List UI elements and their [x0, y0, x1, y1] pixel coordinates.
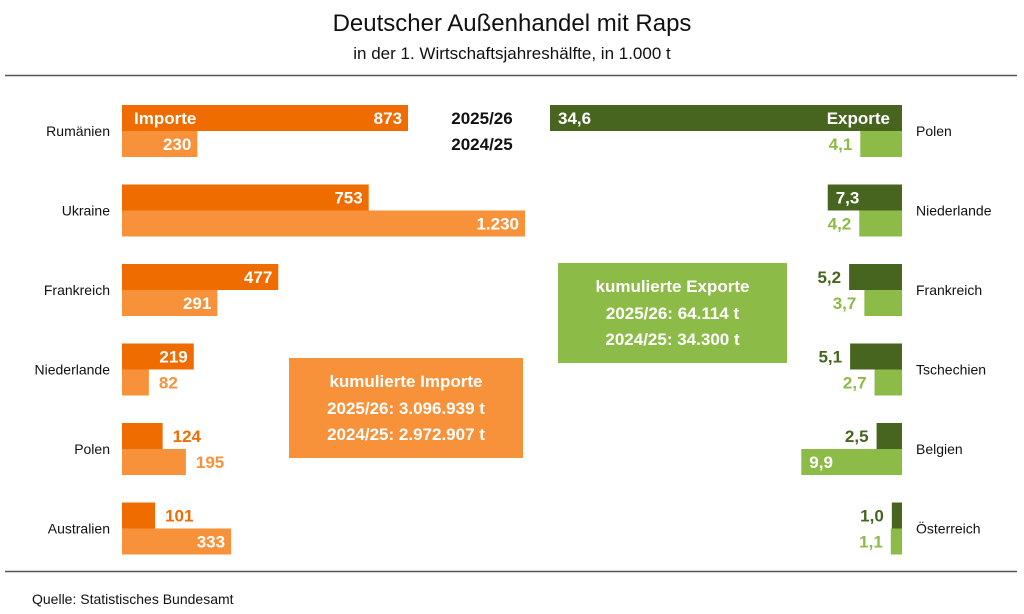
import-country-frankreich: Frankreich — [44, 282, 110, 298]
export-bar-2024-25 — [859, 210, 902, 237]
cumulative-exports-title: kumulierte Exporte — [596, 277, 750, 296]
import-bar-2025-26 — [122, 184, 369, 211]
export-bar-2025-26 — [849, 264, 902, 290]
import-value-label: 1.230 — [476, 215, 519, 234]
export-bar-2024-25 — [890, 528, 902, 555]
export-value-label: 4,1 — [829, 135, 853, 154]
export-bar-2025-26 — [876, 423, 902, 449]
import-value-label: 477 — [244, 268, 272, 287]
legend-year-previous: 2024/25 — [451, 135, 512, 154]
import-bar-2025-26 — [122, 343, 194, 370]
export-bar-2024-25 — [801, 449, 902, 475]
imports-header: Importe — [134, 109, 196, 128]
cumulative-imports-title: kumulierte Importe — [329, 372, 482, 391]
import-value-label: 753 — [334, 189, 362, 208]
cumulative-imports-line: 2025/26: 3.096.939 t — [327, 399, 485, 418]
export-value-label: 2,7 — [843, 374, 867, 393]
import-bar-2024-25 — [122, 210, 525, 237]
export-country-belgien: Belgien — [916, 441, 963, 457]
export-bar-2025-26 — [550, 105, 902, 131]
import-bar-2024-25 — [122, 369, 149, 396]
export-country-frankreich: Frankreich — [916, 282, 982, 298]
import-value-label: 195 — [196, 453, 224, 472]
import-value-label: 230 — [163, 135, 191, 154]
import-value-label: 101 — [165, 507, 193, 526]
import-country-niederlande: Niederlande — [35, 362, 111, 378]
export-country-oesterreich: Österreich — [916, 520, 981, 537]
import-value-label: 124 — [173, 427, 202, 446]
chart-subtitle: in der 1. Wirtschaftsjahreshälfte, in 1.… — [353, 44, 671, 63]
export-value-label: 2,5 — [845, 427, 869, 446]
import-bar-2025-26 — [122, 105, 409, 131]
export-value-label: 34,6 — [558, 109, 591, 128]
import-value-label: 82 — [159, 374, 178, 393]
legend-year-current: 2025/26 — [451, 109, 512, 128]
export-value-label: 3,7 — [833, 294, 857, 313]
cumulative-exports-line: 2025/26: 64.114 t — [606, 304, 740, 323]
import-bar-2024-25 — [122, 449, 186, 475]
export-value-label: 1,1 — [859, 533, 883, 552]
export-country-niederlande: Niederlande — [916, 203, 992, 219]
export-value-label: 4,2 — [828, 215, 852, 234]
export-value-label: 1,0 — [860, 507, 884, 526]
import-bar-2024-25 — [122, 131, 198, 157]
export-value-label: 5,2 — [817, 268, 841, 287]
chart-title: Deutscher Außenhandel mit Raps — [332, 10, 692, 37]
import-country-australien: Australien — [48, 521, 110, 537]
export-country-polen: Polen — [916, 123, 952, 139]
import-value-label: 291 — [183, 294, 211, 313]
cumulative-exports-box — [558, 263, 787, 363]
import-country-ukraine: Ukraine — [62, 203, 110, 219]
export-bar-2025-26 — [891, 502, 902, 529]
cumulative-imports-line: 2024/25: 2.972.907 t — [327, 425, 485, 444]
exports-header: Exporte — [827, 109, 890, 128]
import-bar-2025-26 — [122, 264, 279, 290]
export-bar-2025-26 — [827, 184, 902, 211]
import-bar-2024-25 — [122, 528, 232, 555]
import-bar-2025-26 — [122, 423, 163, 449]
export-bar-2024-25 — [874, 369, 902, 396]
export-value-label: 7,3 — [836, 189, 860, 208]
source-note: Quelle: Statistisches Bundesamt — [32, 591, 234, 607]
import-country-rumaenien: Rumänien — [46, 123, 110, 139]
cumulative-imports-box — [289, 358, 523, 458]
export-bar-2024-25 — [860, 131, 902, 157]
export-bar-2024-25 — [864, 290, 902, 316]
import-bar-2024-25 — [122, 290, 218, 316]
import-country-polen: Polen — [74, 441, 110, 457]
import-value-label: 219 — [159, 348, 187, 367]
import-bar-2025-26 — [122, 502, 156, 529]
export-value-label: 9,9 — [809, 453, 833, 472]
export-value-label: 5,1 — [818, 348, 842, 367]
import-value-label: 873 — [374, 109, 402, 128]
export-country-tschechien: Tschechien — [916, 362, 986, 378]
import-value-label: 333 — [197, 533, 225, 552]
cumulative-exports-line: 2024/25: 34.300 t — [605, 330, 740, 349]
export-bar-2025-26 — [850, 343, 902, 370]
